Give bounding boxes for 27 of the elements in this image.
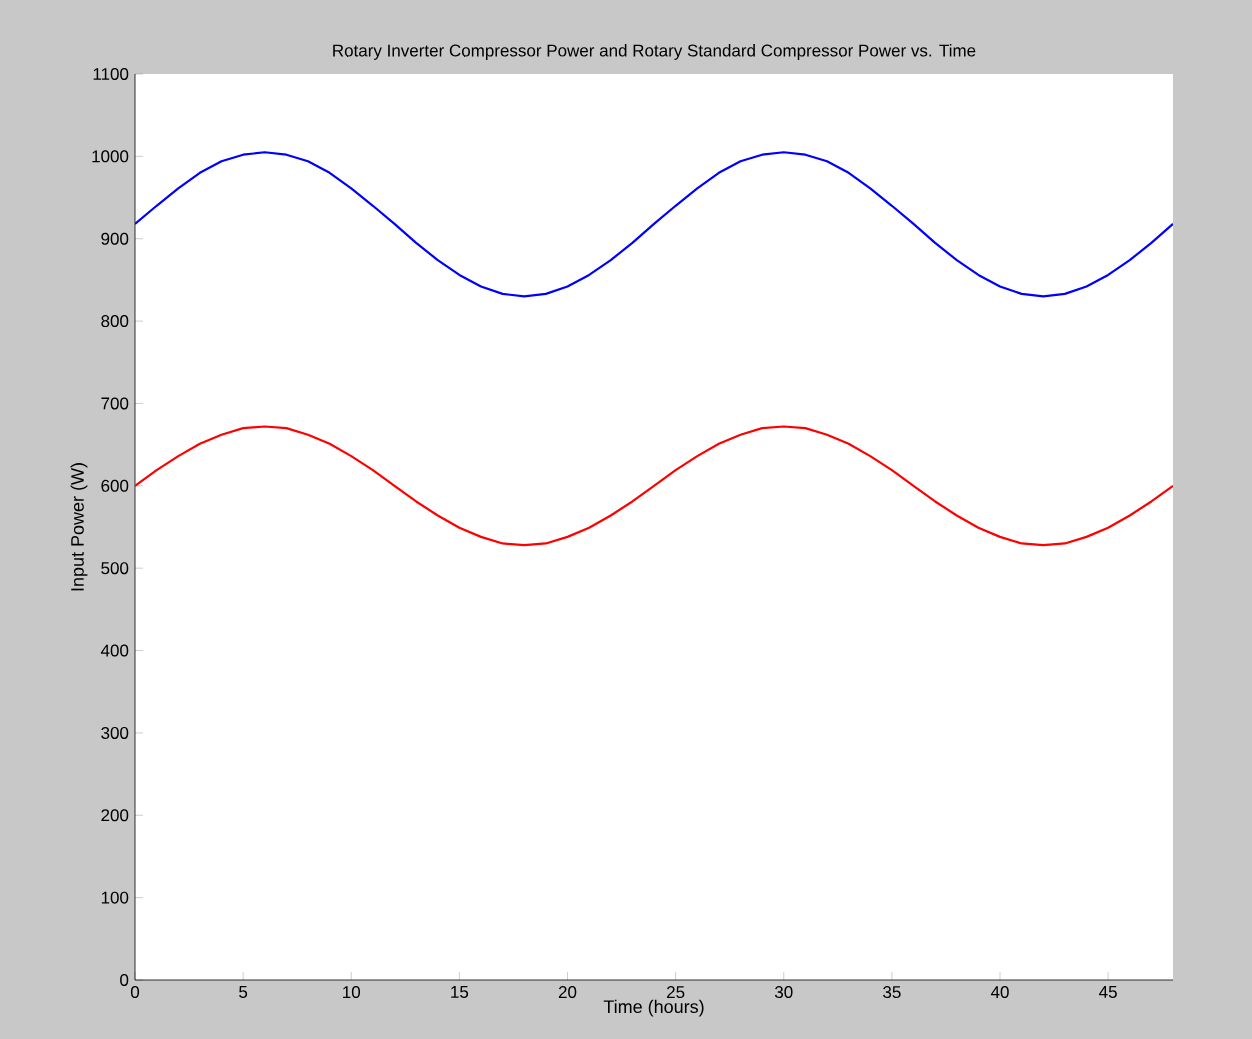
y-tick-label: 600 [101, 479, 129, 492]
y-tick-label: 1100 [93, 67, 129, 80]
x-tick-label: 40 [990, 986, 1009, 999]
x-tick-label: 45 [1099, 986, 1117, 998]
y-tick-label: 200 [101, 809, 129, 822]
y-tick-label: 300 [101, 726, 129, 739]
x-tick-label: 15 [451, 986, 469, 998]
chart-title: Rotary Inverter Compressor Power and Rotary Standard Compressor Power vs. Time [333, 44, 976, 60]
x-tick-label: 10 [343, 986, 361, 999]
y-axis-title: Input Power (W) [70, 463, 88, 591]
y-tick-label: 900 [101, 232, 129, 245]
y-tick-label: 700 [101, 397, 129, 410]
line-series [135, 151, 1174, 298]
y-tick-label: 100 [101, 891, 129, 904]
y-tick-label: 400 [100, 644, 129, 657]
x-tick-label: 25 [667, 986, 685, 999]
x-tick-label: 30 [774, 986, 793, 999]
y-tick-label: 0 [120, 973, 129, 987]
y-tick-label: 500 [101, 562, 129, 575]
line-series [135, 425, 1174, 547]
y-tick-label: 1000 [92, 150, 129, 163]
x-tick-label: 35 [883, 986, 901, 999]
y-tick-label: 800 [101, 315, 129, 328]
x-tick-label: 0 [130, 986, 140, 999]
x-tick-label: 20 [558, 986, 577, 999]
x-tick-label: 5 [239, 986, 248, 998]
x-axis-title: Time (hours) [603, 999, 704, 1017]
